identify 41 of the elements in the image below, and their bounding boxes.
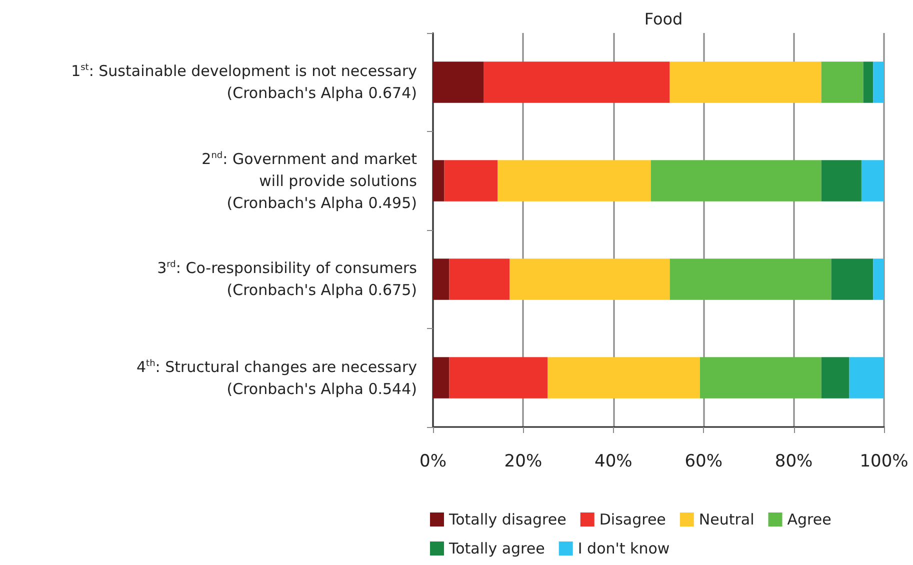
y-tick-label: 1$^{st}$: Sustainable development is not necessary (Cronbach's Alpha 0.674) (71, 61, 417, 104)
bar (449, 258, 510, 300)
bar (700, 357, 822, 398)
bar (433, 357, 450, 398)
legend-label: Neutral (698, 510, 754, 528)
bar (670, 62, 822, 103)
bar (650, 160, 822, 202)
x-tick-label: 20% (504, 452, 542, 472)
bar (873, 62, 884, 103)
bar (433, 258, 450, 300)
x-tick-label: 0% (420, 452, 446, 472)
bar (433, 62, 484, 103)
bar (548, 357, 700, 398)
bar (444, 160, 498, 202)
bar (863, 62, 874, 103)
y-tick-label: 4$^{th}$: Structural changes are necessary (Cronbach's Alpha 0.544) (136, 356, 417, 400)
y-tick-label: 2$^{nd}$: Government and market will provide solutions (Cronbach's Alpha 0.495) (202, 148, 417, 214)
x-tick-label: 80% (774, 452, 813, 472)
bar (484, 62, 670, 103)
bar (831, 258, 874, 300)
legend-label: Totally disagree (448, 510, 566, 528)
bar (497, 160, 651, 202)
x-tick-label: 40% (594, 452, 632, 472)
chart-title: Food (644, 10, 683, 28)
y-tick-label: 3$^{rd}$: Co-responsibility of consumers (Cronbach's Alpha 0.675) (157, 258, 417, 302)
legend-label: Totally agree (448, 540, 545, 558)
bar (821, 357, 850, 398)
bar (510, 258, 670, 300)
bar (821, 62, 864, 103)
bar (433, 160, 444, 202)
x-tick-label: 60% (684, 452, 722, 472)
bar (821, 160, 862, 202)
legend-label: Agree (787, 510, 832, 528)
bar (873, 258, 884, 300)
bar (449, 357, 548, 398)
x-tick-label: 100% (860, 452, 908, 472)
legend-label: I don't know (578, 540, 670, 558)
bar (849, 357, 884, 398)
legend-label: Disagree (599, 510, 666, 528)
bar (670, 258, 832, 300)
bar (861, 160, 884, 202)
